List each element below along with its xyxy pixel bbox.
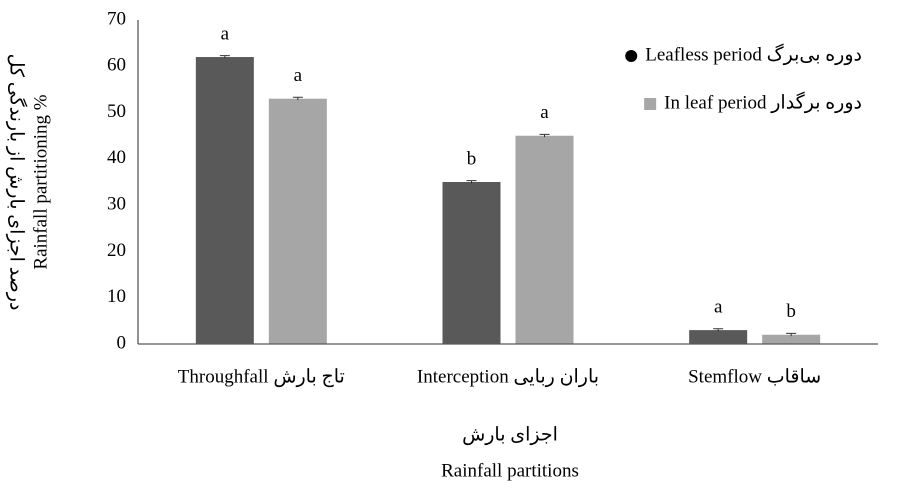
y-tick-label: 60 [107,55,126,76]
y-tick-label: 0 [117,332,127,353]
error-bar [539,133,550,138]
legend-marker [625,50,638,62]
bar [515,135,574,344]
bar [268,98,327,344]
legend-label: In leaf period دوره برگدار [664,90,862,113]
error-bar [786,332,797,337]
error-bar [713,328,724,332]
y-tick-label: 70 [107,8,126,29]
significance-label: a [221,23,230,44]
x-tick-label: باران ربایی Interception [417,366,599,387]
significance-label: a [540,102,549,123]
bar [442,182,501,344]
legend-marker [644,98,657,110]
significance-label: a [294,65,303,86]
error-bar [292,96,303,101]
significance-label: a [714,296,723,317]
bar [195,57,254,345]
x-axis-label-fa: اجزای بارش [462,424,558,445]
y-tick-label: 50 [107,101,126,122]
y-tick-label: 20 [107,240,126,261]
significance-label: b [467,148,477,169]
x-tick-label: ساقاب Stemflow [688,366,821,387]
x-axis-label: Rainfall partitions [441,460,579,481]
y-axis-label: Rainfall partitioning % [30,94,51,269]
error-bar [466,180,477,184]
y-tick-label: 10 [107,286,126,307]
y-tick-label: 40 [107,147,126,168]
y-tick-label: 30 [107,194,126,215]
legend-label: Leafless period دوره بی‌برگ [645,42,862,65]
y-axis-label-fa: درصد اجزای بارش از بارندگی کل [6,54,29,311]
bar [689,330,748,344]
error-bar [219,55,230,59]
bar [762,334,821,344]
x-tick-label: Throughfall تاج بارش [178,366,345,387]
significance-label: b [786,301,796,322]
